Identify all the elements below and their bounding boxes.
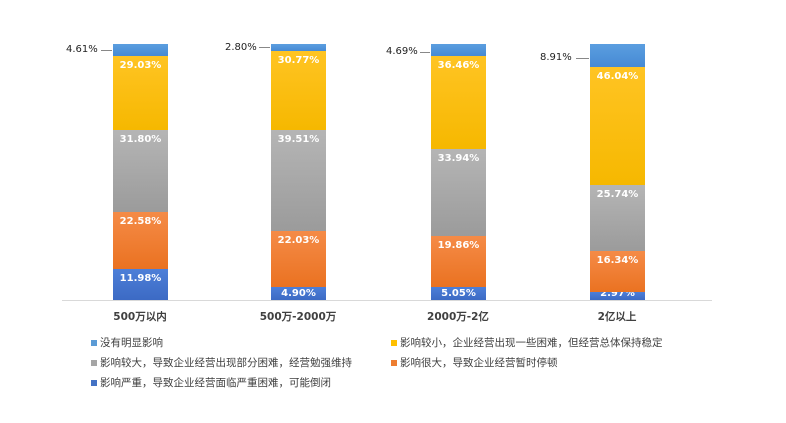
data-label: 30.77% xyxy=(277,55,320,67)
segment-small: 29.03% xyxy=(113,55,168,131)
segment-small: 30.77% xyxy=(271,51,326,130)
bar-2000wan-2yi: 5.05% 19.86% 33.94% 36.46% xyxy=(431,44,486,300)
data-label: 33.94% xyxy=(437,153,480,165)
segment-very-large: 22.58% xyxy=(113,211,168,270)
segment-severe: 4.90% xyxy=(271,287,326,300)
data-label: 22.03% xyxy=(277,235,320,247)
bar-500wan-within: 11.98% 22.58% 31.80% 29.03% xyxy=(113,44,168,300)
segment-very-large: 16.34% xyxy=(590,250,645,293)
legend-label: 影响较小，企业经营出现一些困难，但经营总体保持稳定 xyxy=(400,337,663,349)
outside-label-bar-2: 2.80% xyxy=(225,42,257,53)
segment-none xyxy=(113,44,168,56)
segment-none xyxy=(271,44,326,52)
data-label: 2.97% xyxy=(600,288,635,299)
bar-500wan-2000wan: 4.90% 22.03% 39.51% 30.77% xyxy=(271,44,326,300)
data-label: 4.90% xyxy=(281,288,316,299)
segment-large: 33.94% xyxy=(431,149,486,237)
leader-line xyxy=(576,58,589,59)
category-label: 500万以内 xyxy=(113,311,167,323)
legend-item-small-impact: 影响较小，企业经营出现一些困难，但经营总体保持稳定 xyxy=(391,335,663,350)
legend-item-severe-impact: 影响严重，导致企业经营面临严重困难，可能倒闭 xyxy=(91,375,331,390)
legend-label: 没有明显影响 xyxy=(100,337,163,349)
data-label: 11.98% xyxy=(119,273,162,285)
legend-label: 影响严重，导致企业经营面临严重困难，可能倒闭 xyxy=(100,377,331,389)
segment-very-large: 19.86% xyxy=(431,236,486,288)
x-axis-line xyxy=(62,300,712,301)
segment-severe: 5.05% xyxy=(431,287,486,300)
legend-item-no-impact: 没有明显影响 xyxy=(91,335,163,350)
data-label: 19.86% xyxy=(437,240,480,252)
legend-swatch xyxy=(91,379,97,386)
leader-line xyxy=(420,52,430,53)
segment-small: 36.46% xyxy=(431,56,486,150)
data-label: 39.51% xyxy=(277,133,320,145)
data-label: 29.03% xyxy=(119,59,162,71)
data-label: 16.34% xyxy=(596,254,639,266)
segment-severe: 2.97% xyxy=(590,288,645,300)
segment-none xyxy=(431,44,486,57)
legend-swatch xyxy=(91,359,97,366)
segment-large: 39.51% xyxy=(271,129,326,232)
outside-label-bar-3: 4.69% xyxy=(386,46,418,57)
data-label: 25.74% xyxy=(596,188,639,200)
segment-small: 46.04% xyxy=(590,66,645,185)
data-label: 36.46% xyxy=(437,60,480,72)
category-label: 2000万-2亿 xyxy=(427,311,489,323)
segment-large: 31.80% xyxy=(113,130,168,212)
segment-none xyxy=(590,44,645,67)
data-label: 31.80% xyxy=(119,134,162,146)
segment-very-large: 22.03% xyxy=(271,231,326,288)
category-label: 500万-2000万 xyxy=(259,311,337,323)
legend-swatch xyxy=(391,339,397,346)
segment-large: 25.74% xyxy=(590,184,645,251)
data-label: 5.05% xyxy=(441,288,476,299)
data-label: 22.58% xyxy=(119,215,162,227)
outside-label-bar-1: 4.61% xyxy=(66,44,98,55)
category-label: 2亿以上 xyxy=(597,311,637,323)
data-label: 46.04% xyxy=(596,70,639,82)
legend-label: 影响较大，导致企业经营出现部分困难，经营勉强维持 xyxy=(100,357,352,369)
legend-swatch xyxy=(391,359,397,366)
legend-item-very-large-impact: 影响很大，导致企业经营暂时停顿 xyxy=(391,355,558,370)
legend-label: 影响很大，导致企业经营暂时停顿 xyxy=(400,357,558,369)
outside-label-bar-4: 8.91% xyxy=(540,52,572,63)
bar-2yi-above: 2.97% 16.34% 25.74% 46.04% xyxy=(590,44,645,300)
leader-line xyxy=(101,50,112,51)
leader-line xyxy=(259,47,270,48)
legend-item-large-impact: 影响较大，导致企业经营出现部分困难，经营勉强维持 xyxy=(91,355,352,370)
legend-swatch xyxy=(91,339,97,346)
segment-severe: 11.98% xyxy=(113,269,168,300)
